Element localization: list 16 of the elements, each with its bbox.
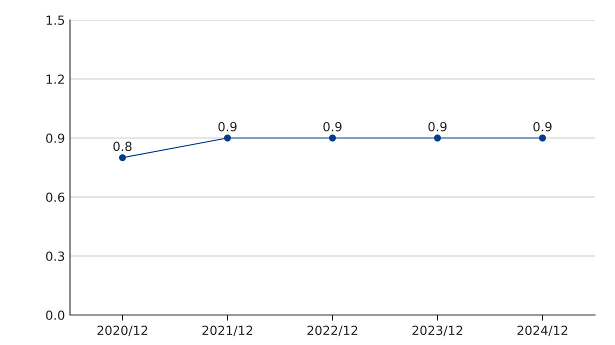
x-tick-label: 2022/12 (307, 326, 358, 336)
x-tick-label: 2023/12 (412, 326, 462, 336)
data-label: 0.8 (113, 142, 132, 152)
x-tick-label: 2024/12 (517, 326, 568, 336)
y-tick-label: 0.9 (46, 133, 64, 143)
y-tick-label: 1.2 (46, 74, 64, 84)
x-tick-label: 2021/12 (202, 326, 252, 336)
data-label: 0.9 (323, 122, 342, 132)
y-tick-label: 0.3 (46, 251, 64, 261)
data-label: 0.9 (218, 122, 237, 132)
y-tick-label: 0.6 (46, 192, 64, 202)
data-label: 0.9 (533, 122, 552, 132)
data-label: 0.9 (428, 122, 447, 132)
y-tick-label: 1.5 (46, 16, 64, 25)
x-tick-label: 2020/12 (97, 326, 148, 336)
y-tick-label: 0.0 (46, 310, 64, 320)
